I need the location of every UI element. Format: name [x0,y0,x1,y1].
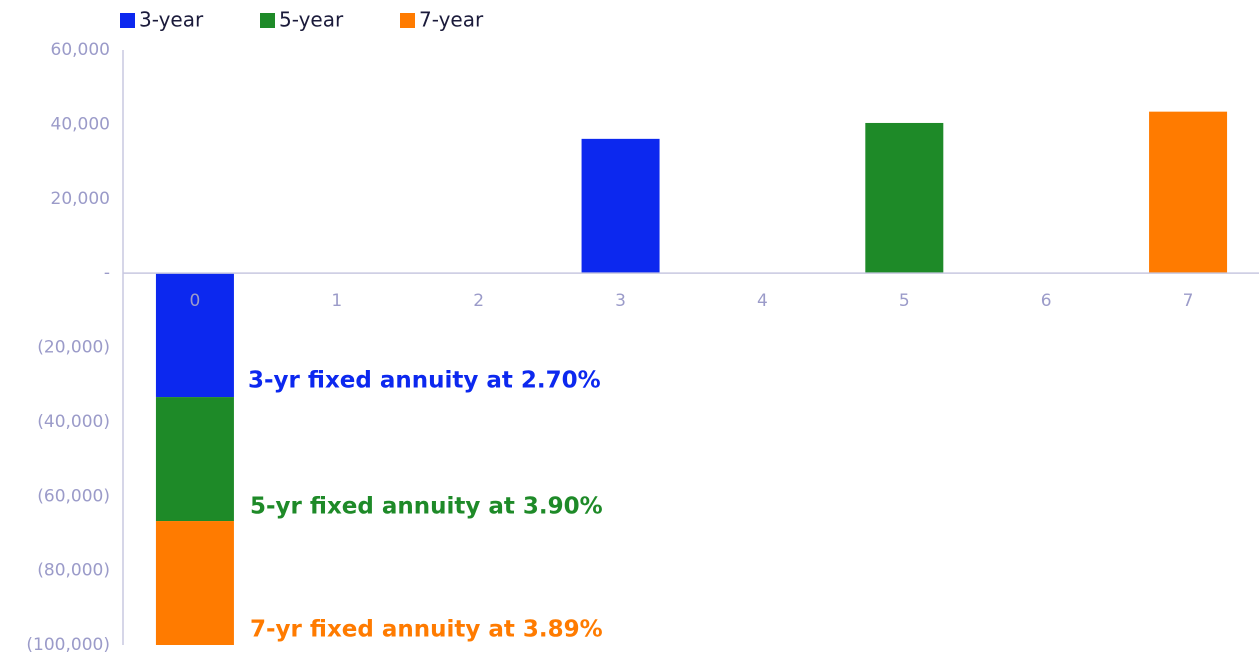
x-tick-label: 1 [331,291,342,311]
y-tick-label: - [104,263,110,283]
y-tick-label: 60,000 [51,40,110,60]
legend-swatch [260,13,275,28]
annotation: 5-yr fixed annuity at 3.90% [250,494,603,520]
bar [155,397,234,522]
legend-label: 7-year [419,8,484,32]
x-tick-label: 4 [757,291,768,311]
x-tick-label: 0 [190,291,201,311]
bar [865,122,944,274]
x-tick-label: 7 [1183,291,1194,311]
bar [155,521,234,645]
y-tick-label: (60,000) [37,486,110,506]
x-tick-label: 5 [899,291,910,311]
bar [581,138,660,274]
bar [1149,111,1228,274]
x-tick-label: 6 [1041,291,1052,311]
legend-swatch [120,13,135,28]
y-tick-label: 20,000 [51,189,110,209]
annotation: 3-yr fixed annuity at 2.70% [248,368,601,394]
legend-label: 3-year [139,8,204,32]
legend-swatch [400,13,415,28]
y-tick-label: (20,000) [37,338,110,358]
x-tick-label: 2 [473,291,484,311]
annotation: 7-yr fixed annuity at 3.89% [250,617,603,643]
bar [155,273,234,398]
y-tick-label: 40,000 [51,114,110,134]
y-tick-label: (100,000) [26,635,110,655]
x-tick-label: 3 [615,291,626,311]
y-tick-label: (80,000) [37,561,110,581]
legend-label: 5-year [279,8,344,32]
y-tick-label: (40,000) [37,412,110,432]
